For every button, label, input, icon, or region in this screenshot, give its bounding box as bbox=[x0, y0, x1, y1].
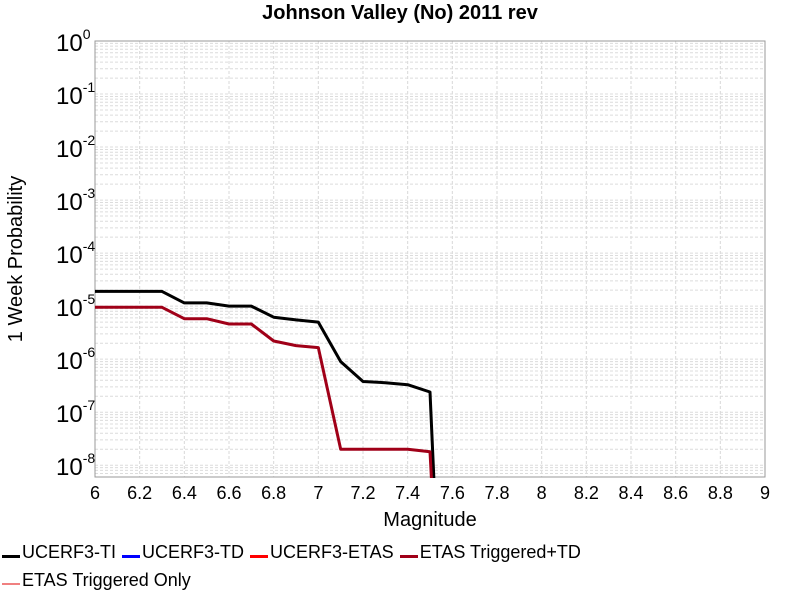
x-tick-label: 6.4 bbox=[172, 483, 197, 503]
x-tick-label: 7.2 bbox=[350, 483, 375, 503]
legend-item-ucerf3-ti: UCERF3-TI bbox=[0, 542, 116, 563]
x-tick-label: 6.6 bbox=[216, 483, 241, 503]
legend-item-ucerf3-td: UCERF3-TD bbox=[120, 542, 244, 563]
x-tick-label: 6.2 bbox=[127, 483, 152, 503]
y-tick-label: 10-6 bbox=[56, 344, 95, 375]
x-tick-label: 8 bbox=[537, 483, 547, 503]
y-axis-label: 1 Week Probability bbox=[5, 176, 27, 342]
x-tick-label: 7 bbox=[313, 483, 323, 503]
x-tick-label: 9 bbox=[760, 483, 770, 503]
legend-label-ucerf3-td: UCERF3-TD bbox=[142, 541, 244, 562]
x-tick-label: 8.4 bbox=[618, 483, 643, 503]
legend-swatch-ucerf3-td bbox=[122, 554, 140, 558]
legend-item-ucerf3-etas: UCERF3-ETAS bbox=[248, 542, 394, 563]
y-tick-label: 10-1 bbox=[56, 79, 95, 110]
series-line-etas-triggered-td bbox=[95, 305, 434, 494]
legend-item-etas-triggered-td: ETAS Triggered+TD bbox=[398, 542, 581, 563]
y-tick-label: 10-5 bbox=[56, 291, 95, 322]
x-tick-label: 8.6 bbox=[663, 483, 688, 503]
x-tick-label: 8.2 bbox=[574, 483, 599, 503]
y-tick-label: 100 bbox=[56, 26, 91, 57]
x-tick-label: 6.8 bbox=[261, 483, 286, 503]
legend-label-etas-triggered-only: ETAS Triggered Only bbox=[22, 569, 191, 590]
legend-row: ETAS Triggered Only bbox=[0, 566, 800, 594]
y-tick-label: 10-8 bbox=[56, 450, 95, 481]
x-axis-ticks: 6 6.2 6.4 6.6 6.8 7 7.2 7.4 7.6 7.8 8 8.2 8.4 8.6 8.8 9 bbox=[90, 483, 770, 503]
x-axis-label: Magnitude bbox=[383, 509, 476, 531]
legend-swatch-ucerf3-ti bbox=[2, 554, 20, 558]
series-layer bbox=[0, 289, 800, 518]
y-tick-label: 10-2 bbox=[56, 132, 95, 163]
y-tick-label: 10-3 bbox=[56, 185, 95, 216]
legend-label-etas-triggered-td: ETAS Triggered+TD bbox=[419, 541, 581, 562]
y-tick-label: 10-4 bbox=[56, 238, 95, 269]
x-tick-label: 7.8 bbox=[484, 483, 509, 503]
y-tick-label: 10-7 bbox=[56, 397, 95, 428]
legend-label-ucerf3-etas: UCERF3-ETAS bbox=[270, 541, 394, 562]
legend-item-etas-triggered-only: ETAS Triggered Only bbox=[0, 570, 191, 591]
y-axis-ticks: 100 10-1 10-2 10-3 10-4 10-5 10-6 10-7 10-8 bbox=[56, 26, 95, 481]
legend-swatch-etas-triggered-only bbox=[2, 583, 20, 585]
legend-label-ucerf3-ti: UCERF3-TI bbox=[22, 541, 116, 562]
x-tick-label: 6 bbox=[90, 483, 100, 503]
legend-swatch-etas-triggered-td bbox=[399, 554, 418, 558]
x-tick-label: 8.8 bbox=[708, 483, 733, 503]
chart-title: Johnson Valley (No) 2011 rev bbox=[262, 2, 539, 24]
legend-row: UCERF3-TI UCERF3-TD UCERF3-ETAS ETAS Tri… bbox=[0, 538, 800, 566]
legend: UCERF3-TI UCERF3-TD UCERF3-ETAS ETAS Tri… bbox=[0, 538, 800, 594]
x-tick-label: 7.4 bbox=[395, 483, 420, 503]
x-tick-label: 7.6 bbox=[440, 483, 465, 503]
series-line-ucerf3-ti bbox=[95, 289, 436, 494]
legend-swatch-ucerf3-etas bbox=[250, 554, 268, 558]
plot-bottom-mask bbox=[0, 478, 800, 518]
